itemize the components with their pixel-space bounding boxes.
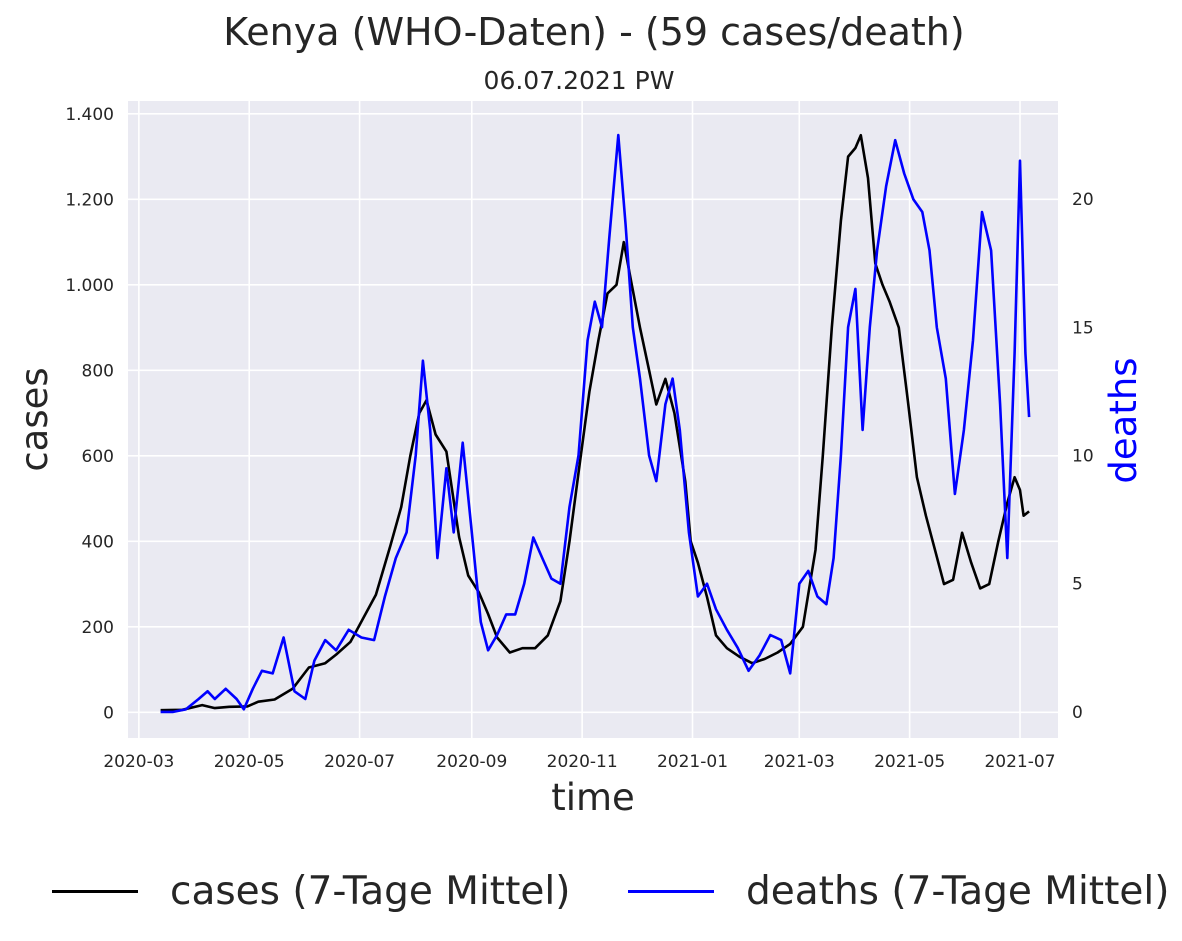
x-tick-label: 2020-03: [103, 752, 174, 772]
left-tick-label: 400: [82, 532, 114, 552]
left-tick-label: 1.400: [65, 105, 114, 125]
legend-swatch-deaths: [628, 889, 714, 893]
left-tick-label: 200: [82, 618, 114, 638]
right-axis-label: deaths: [1102, 357, 1145, 483]
chart-subtitle: 06.07.2021 PW: [483, 66, 675, 95]
plot-area: [128, 101, 1058, 738]
legend-label-cases: cases (7-Tage Mittel): [170, 868, 571, 914]
x-tick-label: 2020-07: [324, 752, 395, 772]
legend-item-deaths: deaths (7-Tage Mittel): [628, 856, 1169, 926]
series-lines: [160, 133, 1031, 714]
x-tick-label: 2020-05: [214, 752, 285, 772]
right-axis-ticks: 0 5 10 15 20: [1072, 190, 1094, 723]
left-tick-label: 1.200: [65, 190, 114, 210]
right-tick-label: 10: [1072, 447, 1094, 467]
x-axis-ticks: 2020-03 2020-05 2020-07 2020-09 2020-11 2021-…: [103, 752, 1055, 772]
deaths-line: [160, 133, 1031, 714]
x-axis-label: time: [551, 776, 635, 819]
left-axis-ticks: 0 200 400 600 800 1.000 1.200 1.400: [65, 105, 114, 724]
x-tick-label: 2021-07: [984, 752, 1055, 772]
right-tick-label: 0: [1072, 703, 1083, 723]
legend-label-deaths: deaths (7-Tage Mittel): [746, 868, 1170, 914]
right-tick-label: 5: [1072, 575, 1083, 595]
x-tick-label: 2020-09: [436, 752, 507, 772]
legend: cases (7-Tage Mittel) deaths (7-Tage Mit…: [0, 856, 1182, 926]
left-tick-label: 600: [82, 447, 114, 467]
left-tick-label: 1.000: [65, 276, 114, 296]
dual-axis-line-chart: 2020-03 2020-05 2020-07 2020-09 2020-11 2021-…: [13, 101, 1145, 819]
right-tick-label: 15: [1072, 318, 1094, 338]
x-tick-label: 2020-11: [547, 752, 618, 772]
left-tick-label: 800: [82, 361, 114, 381]
left-tick-label: 0: [103, 703, 114, 723]
legend-swatch-cases: [52, 889, 138, 893]
x-tick-label: 2021-05: [874, 752, 945, 772]
left-axis-label: cases: [13, 367, 56, 471]
x-tick-label: 2021-01: [657, 752, 728, 772]
chart-title: Kenya (WHO-Daten) - (59 cases/death): [223, 10, 965, 54]
cases-line: [160, 133, 1030, 712]
x-tick-label: 2021-03: [764, 752, 835, 772]
legend-item-cases: cases (7-Tage Mittel): [52, 856, 570, 926]
right-tick-label: 20: [1072, 190, 1094, 210]
